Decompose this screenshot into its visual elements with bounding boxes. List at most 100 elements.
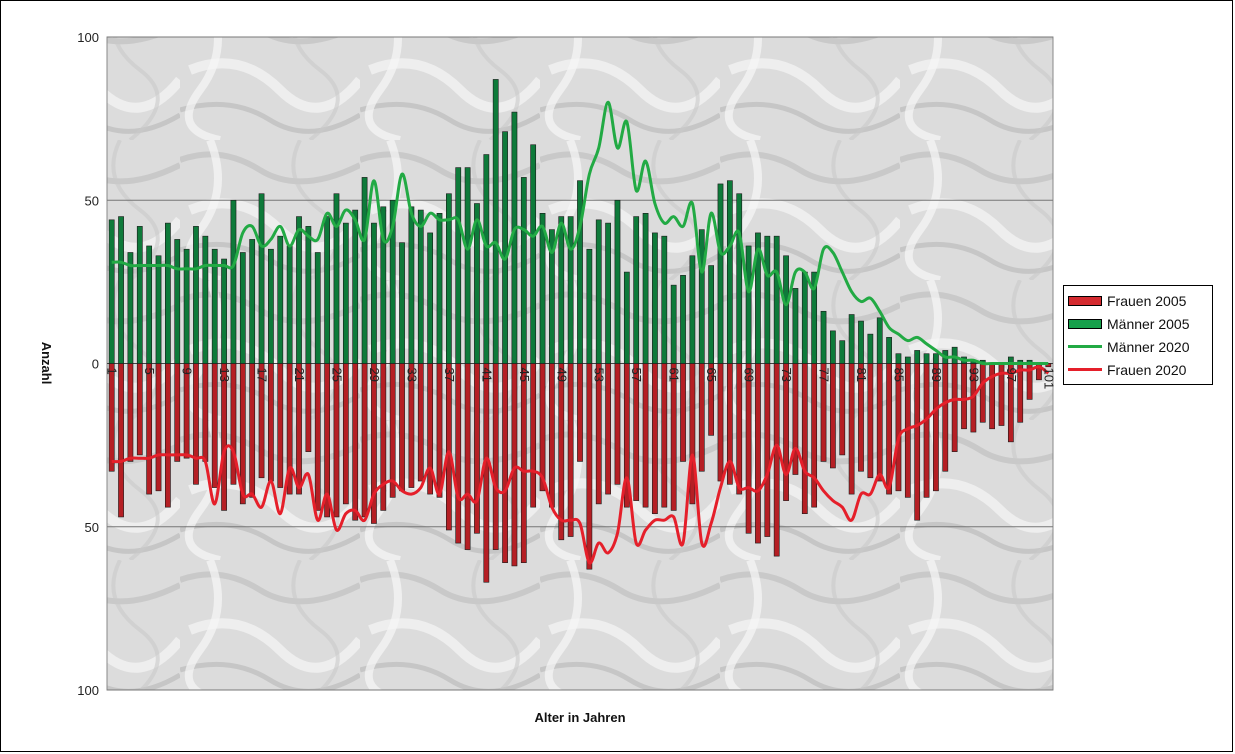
x-tick-label: 5 xyxy=(142,368,157,375)
x-axis-ticks: 1 5 9 13 17 21 25 29 33 37 41 45 49 53 57 61 65 69 73 77 81 8… xyxy=(105,368,1057,390)
bar-m-nner-2005 xyxy=(417,209,424,364)
legend-swatch-maenner-2005 xyxy=(1068,318,1102,329)
x-tick-label: 1 xyxy=(105,368,120,375)
bar-m-nner-2005 xyxy=(605,222,611,364)
legend-item-maenner-2020: Männer 2020 xyxy=(1068,335,1208,358)
bar-frauen-2005 xyxy=(155,363,162,492)
x-tick-label: 33 xyxy=(404,368,419,382)
bar-m-nner-2005 xyxy=(858,320,864,364)
bar-frauen-2005 xyxy=(408,363,415,488)
bar-frauen-2005 xyxy=(221,363,227,511)
bar-m-nner-2005 xyxy=(333,193,340,364)
bar-frauen-2005 xyxy=(586,363,593,570)
bar-m-nner-2005 xyxy=(549,229,555,364)
bar-m-nner-2005 xyxy=(277,235,284,364)
bar-m-nner-2005 xyxy=(614,199,621,364)
bar-m-nner-2005 xyxy=(249,239,256,364)
y-axis-title: Anzahl xyxy=(39,342,54,385)
bar-m-nner-2005 xyxy=(268,248,274,364)
bar-frauen-2005 xyxy=(483,363,490,583)
bar-frauen-2005 xyxy=(764,363,771,537)
bar-m-nner-2005 xyxy=(933,353,939,364)
legend: Frauen 2005 Männer 2005 Männer 2020 Frau… xyxy=(1063,285,1213,385)
x-axis-title: Alter in Jahren xyxy=(534,710,625,725)
x-tick-label: 29 xyxy=(367,368,382,382)
bar-m-nner-2005 xyxy=(530,144,537,364)
bar-m-nner-2005 xyxy=(127,252,134,364)
x-tick-label: 57 xyxy=(629,368,644,382)
bar-frauen-2005 xyxy=(511,363,518,567)
bar-frauen-2005 xyxy=(174,363,181,462)
bar-frauen-2005 xyxy=(118,363,124,518)
bar-m-nner-2005 xyxy=(399,242,405,364)
bar-frauen-2005 xyxy=(530,363,537,508)
bar-m-nner-2005 xyxy=(783,255,789,364)
bar-frauen-2005 xyxy=(755,363,761,544)
bar-m-nner-2005 xyxy=(539,213,546,364)
bar-m-nner-2005 xyxy=(811,271,818,364)
bar-m-nner-2005 xyxy=(755,232,761,364)
x-tick-label: 49 xyxy=(554,368,569,382)
bar-frauen-2005 xyxy=(989,363,995,430)
bar-frauen-2005 xyxy=(249,363,256,498)
bar-m-nner-2005 xyxy=(914,350,921,364)
x-tick-label: 17 xyxy=(255,368,270,382)
bar-frauen-2005 xyxy=(1045,363,1052,368)
bar-frauen-2005 xyxy=(136,363,143,456)
x-tick-label: 73 xyxy=(779,368,794,382)
bar-m-nner-2005 xyxy=(464,167,471,364)
x-tick-label: 77 xyxy=(817,368,832,382)
legend-label-maenner-2020: Männer 2020 xyxy=(1107,338,1190,355)
bar-m-nner-2005 xyxy=(427,232,434,364)
bar-m-nner-2005 xyxy=(717,183,724,364)
bar-frauen-2005 xyxy=(436,363,443,498)
bar-m-nner-2005 xyxy=(764,235,771,364)
bar-m-nner-2005 xyxy=(221,258,227,364)
bar-frauen-2005 xyxy=(605,363,611,495)
bar-frauen-2005 xyxy=(642,363,649,508)
y-tick-label: 50 xyxy=(85,520,99,535)
bar-m-nner-2005 xyxy=(680,275,686,364)
bar-frauen-2005 xyxy=(661,363,668,508)
bar-m-nner-2005 xyxy=(820,310,827,364)
bar-frauen-2005 xyxy=(811,363,818,508)
bar-frauen-2005 xyxy=(567,363,574,537)
bar-m-nner-2005 xyxy=(230,199,237,364)
bar-frauen-2005 xyxy=(520,363,527,563)
bar-m-nner-2005 xyxy=(567,216,574,364)
bar-m-nner-2005 xyxy=(633,216,640,364)
y-tick-label: 50 xyxy=(85,193,99,208)
x-tick-label: 93 xyxy=(966,368,981,382)
x-tick-label: 85 xyxy=(891,368,906,382)
bar-m-nner-2005 xyxy=(867,333,874,364)
bar-frauen-2005 xyxy=(549,363,555,508)
bar-frauen-2005 xyxy=(689,363,696,505)
legend-label-maenner-2005: Männer 2005 xyxy=(1107,315,1190,332)
bar-m-nner-2005 xyxy=(296,216,302,364)
legend-label-frauen-2020: Frauen 2020 xyxy=(1107,361,1187,378)
bar-m-nner-2005 xyxy=(801,271,808,364)
bar-m-nner-2005 xyxy=(380,206,387,364)
bar-m-nner-2005 xyxy=(474,203,480,364)
bar-frauen-2005 xyxy=(380,363,387,511)
bar-frauen-2005 xyxy=(876,363,883,482)
bar-frauen-2005 xyxy=(127,363,134,462)
bar-frauen-2005 xyxy=(670,363,677,511)
bar-m-nner-2005 xyxy=(670,284,677,364)
x-tick-label: 101 xyxy=(1041,368,1056,390)
bar-m-nner-2005 xyxy=(324,216,330,364)
bar-frauen-2005 xyxy=(108,363,115,472)
bars xyxy=(108,79,1052,583)
x-tick-label: 9 xyxy=(180,368,195,375)
bar-m-nner-2005 xyxy=(455,167,462,364)
bar-frauen-2005 xyxy=(839,363,846,456)
legend-label-frauen-2005: Frauen 2005 xyxy=(1107,292,1187,309)
x-tick-label: 25 xyxy=(329,368,344,382)
x-tick-label: 21 xyxy=(292,368,307,382)
bar-frauen-2005 xyxy=(633,363,640,501)
bar-frauen-2005 xyxy=(783,363,789,501)
bar-frauen-2005 xyxy=(933,363,939,492)
bar-m-nner-2005 xyxy=(642,213,649,364)
bar-frauen-2005 xyxy=(352,363,359,521)
